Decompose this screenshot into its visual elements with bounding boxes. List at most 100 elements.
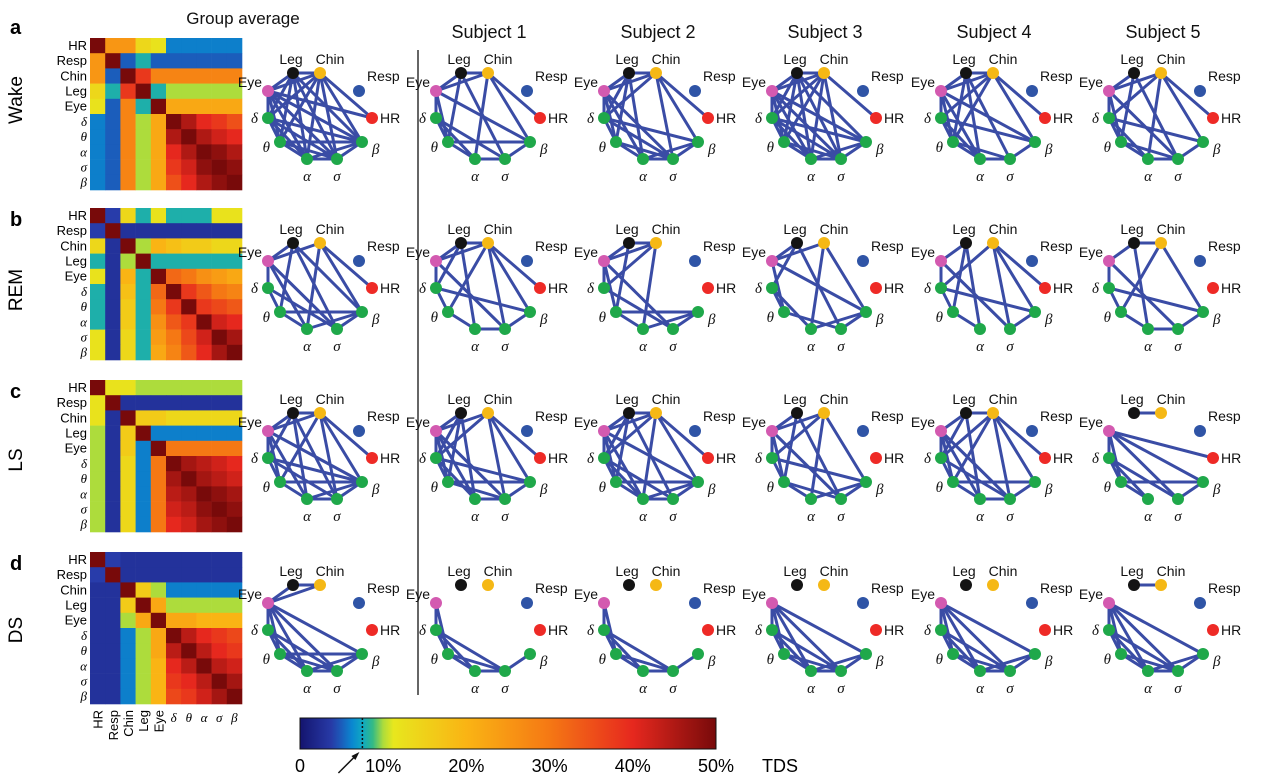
heatmap-cell bbox=[226, 471, 243, 487]
node-label: α bbox=[471, 681, 480, 697]
node-δ bbox=[430, 282, 442, 294]
heatmap-cell bbox=[226, 68, 243, 84]
network-wake-subject-3: HR Resp Chin Leg Eye δθ α σ β bbox=[742, 51, 904, 185]
network-edge bbox=[602, 89, 618, 144]
node-Resp bbox=[689, 85, 701, 97]
network-edge bbox=[266, 259, 339, 331]
heatmap-cell bbox=[105, 612, 121, 629]
node-label: HR bbox=[548, 280, 568, 296]
node-σ bbox=[1004, 493, 1016, 505]
node-label: θ bbox=[936, 652, 944, 668]
node-label: δ bbox=[924, 281, 932, 297]
node-label: θ bbox=[1104, 652, 1112, 668]
heatmap-cell bbox=[105, 238, 121, 254]
node-label: α bbox=[303, 509, 312, 525]
heatmap-cell bbox=[226, 329, 243, 346]
node-label: Leg bbox=[447, 563, 470, 579]
heatmap-cell bbox=[226, 144, 243, 160]
node-θ bbox=[274, 136, 286, 148]
network-edge bbox=[614, 652, 675, 673]
node-label: β bbox=[1044, 142, 1053, 158]
heatmap-cell bbox=[120, 68, 136, 84]
heatmap-cell bbox=[211, 486, 228, 502]
node-label: α bbox=[976, 169, 985, 185]
heatmap-cell bbox=[90, 673, 106, 690]
heatmap-cell bbox=[135, 253, 152, 270]
heatmap-cell bbox=[166, 380, 182, 396]
heatmap-cell bbox=[105, 299, 121, 315]
heatmap-cell bbox=[166, 673, 182, 690]
network-edge bbox=[939, 429, 955, 484]
node-label: θ bbox=[767, 652, 775, 668]
node-label: Chin bbox=[820, 51, 849, 67]
network-edge bbox=[434, 286, 532, 314]
heatmap-cell bbox=[120, 516, 136, 533]
node-label: Leg bbox=[447, 51, 470, 67]
heatmap-cell bbox=[196, 516, 212, 533]
node-σ bbox=[667, 665, 679, 677]
heatmap-cell bbox=[90, 284, 106, 300]
heatmap-cell bbox=[120, 208, 136, 224]
heatmap-cell bbox=[105, 688, 121, 705]
heatmap-cell bbox=[181, 253, 197, 270]
network-edge bbox=[291, 411, 309, 501]
node-σ bbox=[499, 665, 511, 677]
heatmap-cell bbox=[150, 68, 167, 84]
network-edge bbox=[654, 71, 675, 161]
heatmap-cell bbox=[135, 597, 152, 614]
heatmap-cell bbox=[150, 658, 167, 674]
node-label: Eye bbox=[742, 74, 766, 90]
heatmap-cell bbox=[120, 144, 136, 160]
heatmap-cell bbox=[196, 395, 212, 411]
node-label: δ bbox=[755, 451, 763, 467]
network-edge bbox=[770, 411, 826, 433]
node-HR bbox=[870, 282, 882, 294]
network-edge bbox=[770, 241, 826, 263]
heatmap-col-label: Leg bbox=[136, 710, 151, 732]
network-edge bbox=[305, 241, 322, 331]
node-Chin bbox=[650, 579, 662, 591]
heatmap-cell bbox=[196, 597, 212, 614]
heatmap-cell bbox=[105, 425, 121, 442]
network-edge bbox=[939, 71, 995, 93]
node-label: θ bbox=[599, 480, 607, 496]
node-label: θ bbox=[1104, 310, 1112, 326]
heatmap-cell bbox=[105, 174, 121, 191]
node-δ bbox=[262, 624, 274, 636]
node-label: HR bbox=[716, 622, 736, 638]
heatmap-cell bbox=[90, 425, 106, 442]
heatmap-cell bbox=[166, 159, 182, 176]
heatmap-cell bbox=[150, 98, 167, 115]
network-edge bbox=[809, 411, 826, 501]
network-edge bbox=[991, 71, 1047, 120]
node-Leg bbox=[1128, 237, 1140, 249]
network-edge bbox=[964, 411, 982, 501]
node-HR bbox=[534, 282, 546, 294]
network-edge bbox=[318, 241, 374, 290]
heatmap-cell bbox=[120, 98, 136, 115]
network-edge bbox=[434, 89, 450, 144]
node-label: Leg bbox=[783, 51, 806, 67]
node-label: Resp bbox=[367, 68, 400, 84]
network-edge bbox=[266, 89, 282, 144]
heatmap-cell bbox=[196, 552, 212, 568]
node-label: β bbox=[875, 312, 884, 328]
heatmap-cell bbox=[150, 688, 167, 705]
node-label: θ bbox=[263, 480, 271, 496]
heatmap-cell bbox=[120, 486, 136, 502]
node-label: Resp bbox=[1040, 68, 1073, 84]
node-β bbox=[524, 476, 536, 488]
heatmap-cell bbox=[120, 284, 136, 300]
heatmap-cell bbox=[166, 516, 182, 533]
node-label: α bbox=[639, 169, 648, 185]
network-edge bbox=[602, 116, 700, 144]
network-edge bbox=[1107, 429, 1123, 484]
heatmap-cell bbox=[150, 174, 167, 191]
heatmap-cell bbox=[211, 98, 228, 115]
heatmap-cell bbox=[135, 268, 152, 285]
node-label: Leg bbox=[952, 221, 975, 237]
heatmap-cell bbox=[211, 440, 228, 457]
heatmap-cell bbox=[226, 688, 243, 705]
heatmap-cell bbox=[105, 53, 121, 69]
network-edge bbox=[434, 456, 532, 484]
